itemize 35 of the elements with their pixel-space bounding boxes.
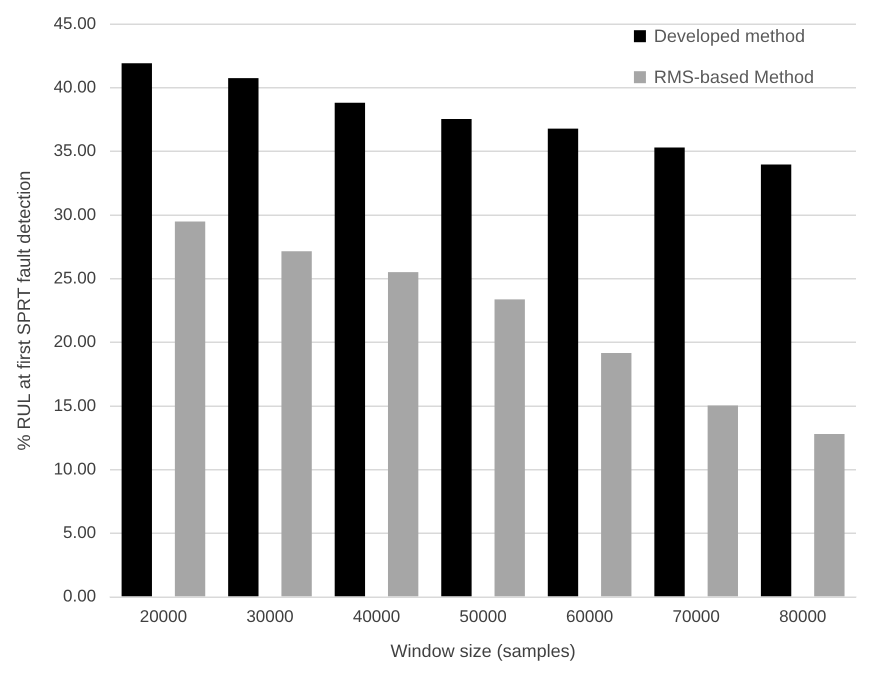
bar xyxy=(494,299,525,596)
bar xyxy=(228,78,259,596)
y-tick-label: 30.00 xyxy=(54,204,96,224)
bar xyxy=(174,222,206,596)
y-tick-label: 20.00 xyxy=(54,332,96,352)
legend-label: RMS-based Method xyxy=(654,67,814,88)
legend-label: Developed method xyxy=(654,26,806,46)
y-tick-label: 40.00 xyxy=(54,78,96,97)
x-tick-label: 60000 xyxy=(566,606,614,626)
y-tick-label: 25.00 xyxy=(54,268,96,288)
y-tick-label: 45.00 xyxy=(54,14,96,33)
y-tick-label: 10.00 xyxy=(54,459,96,478)
y-tick-label: 0.00 xyxy=(63,586,96,606)
y-tick-label: 15.00 xyxy=(54,396,96,415)
bar xyxy=(281,251,312,596)
x-tick-label: 70000 xyxy=(672,606,720,626)
bar xyxy=(814,434,845,596)
bar xyxy=(548,128,578,596)
bar xyxy=(760,164,792,596)
y-axis-title: % RUL at first SPRT fault detection xyxy=(14,170,34,450)
bar xyxy=(388,272,418,596)
x-axis-title: Window size (samples) xyxy=(390,641,576,662)
bar xyxy=(708,405,738,596)
x-tick-label: 30000 xyxy=(246,606,294,626)
bar xyxy=(122,63,152,596)
bar xyxy=(601,352,632,596)
bar xyxy=(654,148,685,596)
y-tick-label: 35.00 xyxy=(54,141,96,160)
y-tick-label: 5.00 xyxy=(63,523,96,542)
bar xyxy=(334,102,366,596)
x-tick-label: 20000 xyxy=(140,606,188,626)
x-tick-label: 80000 xyxy=(779,606,826,626)
x-tick-label: 50000 xyxy=(459,606,507,626)
bar xyxy=(441,119,472,596)
x-tick-label: 40000 xyxy=(352,606,400,626)
